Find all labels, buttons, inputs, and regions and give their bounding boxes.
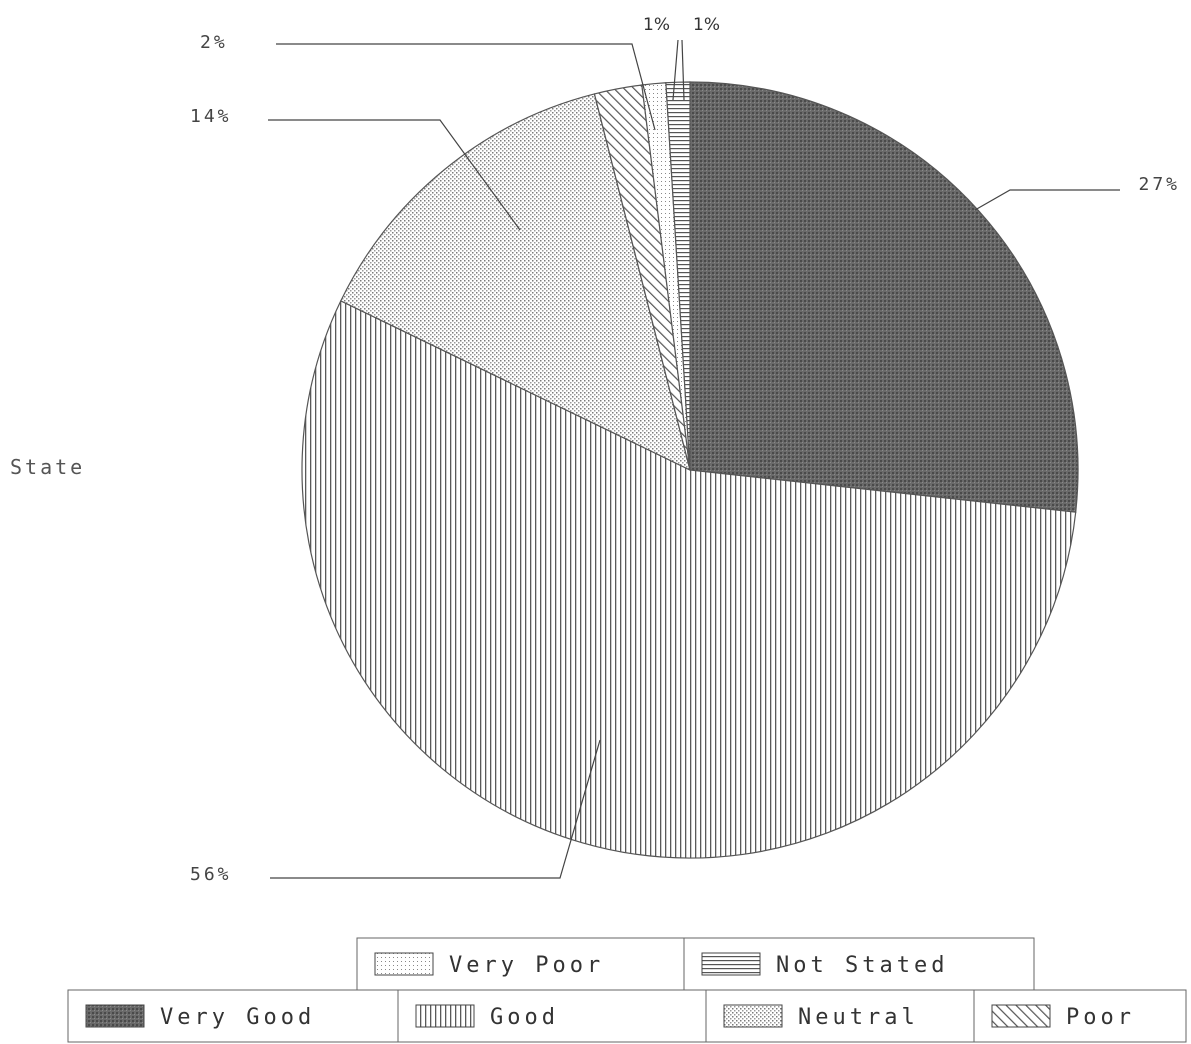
legend-label-good: Good [490, 1005, 559, 1030]
slice-good [301, 300, 1077, 859]
slice-labels: 27% 56% 14% 2% 1% 1% [190, 15, 1180, 885]
legend: Very Poor Not Stated Very Good Good Neutral P… [67, 937, 1187, 1043]
legend-swatch-very-poor [374, 952, 434, 976]
legend-label-very-poor: Very Poor [449, 953, 604, 978]
slice-label-neutral: 14% [190, 106, 232, 127]
legend-label-neutral: Neutral [798, 1005, 919, 1030]
legend-swatch-very-good [85, 1004, 145, 1028]
slice-label-not-stated: 1% [693, 15, 720, 35]
slice-label-good: 56% [190, 864, 232, 885]
slice-label-very-good: 27% [1138, 174, 1180, 195]
legend-swatch-poor [991, 1004, 1051, 1028]
legend-swatch-neutral [723, 1004, 783, 1028]
slice-label-very-poor: 1% [643, 15, 670, 35]
legend-label-poor: Poor [1066, 1005, 1135, 1030]
leader-lines [268, 39, 1120, 879]
slice-neutral [339, 93, 691, 472]
pie-slices [301, 81, 1079, 859]
side-label: State [10, 455, 85, 479]
leader-line-not-stated [681, 39, 685, 101]
slice-not-stated [665, 81, 691, 471]
leader-line-very-good [974, 189, 1120, 211]
leader-line-very-poor [672, 39, 679, 101]
leader-line-good [270, 739, 601, 879]
leader-line-poor [276, 43, 656, 131]
legend-swatch-not-stated [701, 952, 761, 976]
slice-label-poor: 2% [200, 32, 228, 53]
legend-label-very-good: Very Good [160, 1005, 315, 1030]
legend-swatch-good [415, 1004, 475, 1028]
slice-very-good [689, 81, 1079, 513]
leader-line-neutral [268, 119, 521, 231]
legend-label-not-stated: Not Stated [776, 953, 948, 978]
